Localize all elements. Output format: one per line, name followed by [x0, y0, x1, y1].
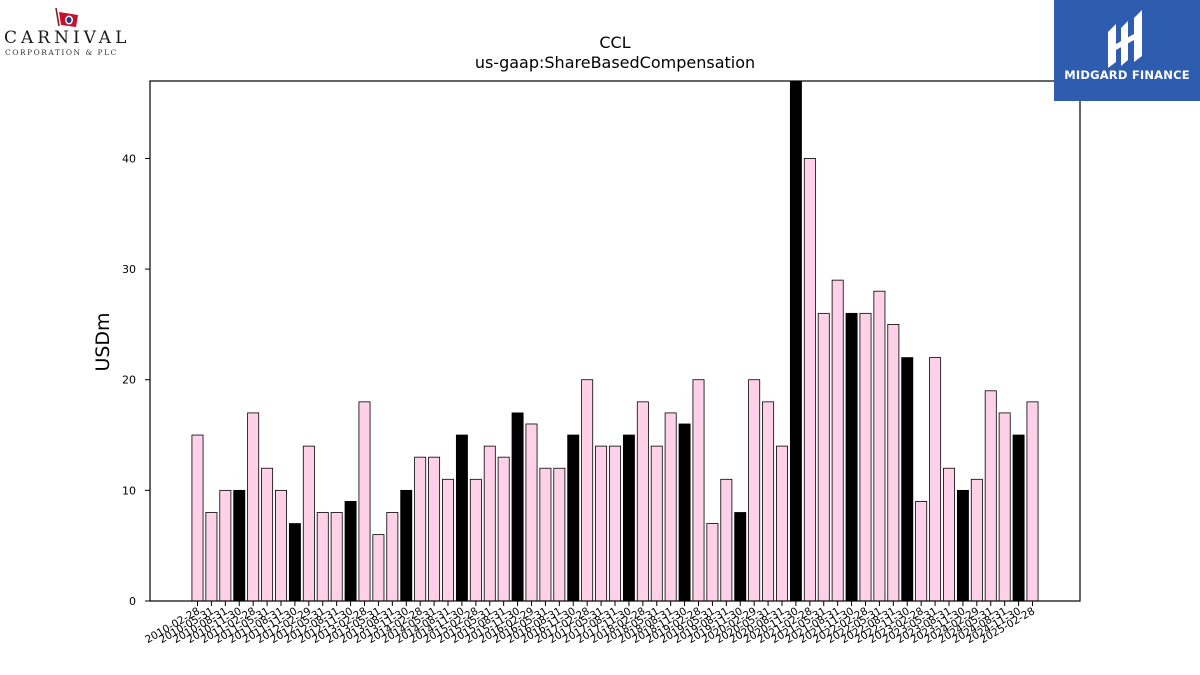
- bar: [595, 445, 608, 602]
- bar: [1026, 401, 1039, 602]
- bar: [748, 379, 761, 602]
- bar: [302, 445, 315, 602]
- y-axis-label: USDm: [92, 312, 114, 371]
- y-axis: 0 10 20 30 40: [122, 152, 150, 608]
- bar: [233, 489, 246, 602]
- bar: [720, 478, 733, 602]
- bar: [511, 412, 524, 602]
- y-tick-label: 30: [122, 263, 136, 276]
- bar: [664, 412, 677, 602]
- bar: [330, 512, 343, 602]
- midgard-wordmark: MIDGARD FINANCE: [1064, 68, 1190, 82]
- bar: [901, 357, 914, 602]
- plot-frame: [149, 80, 1081, 602]
- bar: [762, 401, 775, 602]
- bar: [358, 401, 371, 602]
- carnival-logo: CARNIVAL CORPORATION & PLC: [0, 0, 140, 70]
- bar: [428, 456, 441, 602]
- bars-group: [191, 80, 1039, 602]
- bar: [692, 379, 705, 602]
- bar: [497, 456, 510, 602]
- bar: [247, 412, 260, 602]
- carnival-subtitle: CORPORATION & PLC: [5, 48, 118, 57]
- bar: [789, 80, 802, 602]
- bar: [442, 478, 454, 602]
- bar: [386, 512, 399, 602]
- bar: [455, 434, 468, 602]
- bar: [191, 434, 204, 602]
- bar: [929, 357, 942, 602]
- carnival-wordmark: CARNIVAL: [4, 28, 131, 48]
- y-tick-label: 20: [122, 374, 136, 387]
- bar: [970, 478, 983, 602]
- bar: [539, 467, 552, 602]
- bar: [567, 434, 580, 602]
- y-tick-label: 10: [122, 484, 136, 497]
- bar: [400, 489, 413, 602]
- bar: [650, 445, 663, 602]
- y-tick-label: 0: [129, 595, 136, 608]
- bar: [553, 467, 566, 602]
- bar: [817, 312, 830, 602]
- bar: [678, 423, 691, 602]
- bar: [316, 512, 329, 602]
- bar: [734, 512, 747, 602]
- bar: [873, 290, 886, 602]
- bar: [469, 478, 482, 602]
- bar: [845, 312, 858, 602]
- bar: [344, 501, 357, 602]
- bar: [275, 489, 287, 602]
- bar: [609, 445, 621, 602]
- bar: [887, 323, 900, 602]
- bar: [483, 445, 496, 602]
- bar: [1012, 434, 1025, 602]
- bar: [831, 279, 844, 602]
- bar: [205, 512, 218, 602]
- bar: [915, 501, 928, 602]
- chart-subtitle: us-gaap:ShareBasedCompensation: [475, 53, 755, 72]
- bar: [706, 523, 719, 602]
- bar: [984, 390, 997, 602]
- bar: [581, 379, 594, 602]
- bar: [943, 467, 955, 602]
- bar: [219, 489, 232, 602]
- chart-title: CCL: [599, 33, 630, 52]
- bar: [525, 423, 538, 602]
- bar: [288, 523, 301, 602]
- funnel-flag-icon: [55, 7, 78, 27]
- bar: [414, 456, 427, 602]
- bar: [636, 401, 649, 602]
- bar: [261, 467, 274, 602]
- bar: [956, 489, 969, 602]
- bar: [372, 534, 385, 602]
- bar: [622, 434, 635, 602]
- y-tick-label: 40: [122, 152, 136, 165]
- bar: [803, 158, 816, 602]
- bar: [998, 412, 1011, 602]
- x-axis: 2010-02-282010-05-312010-08-312010-11-30…: [143, 601, 1037, 646]
- midgard-mark-icon: [1108, 10, 1142, 68]
- bar: [859, 312, 872, 602]
- bar: [776, 445, 788, 602]
- midgard-finance-logo: MIDGARD FINANCE: [1054, 0, 1200, 101]
